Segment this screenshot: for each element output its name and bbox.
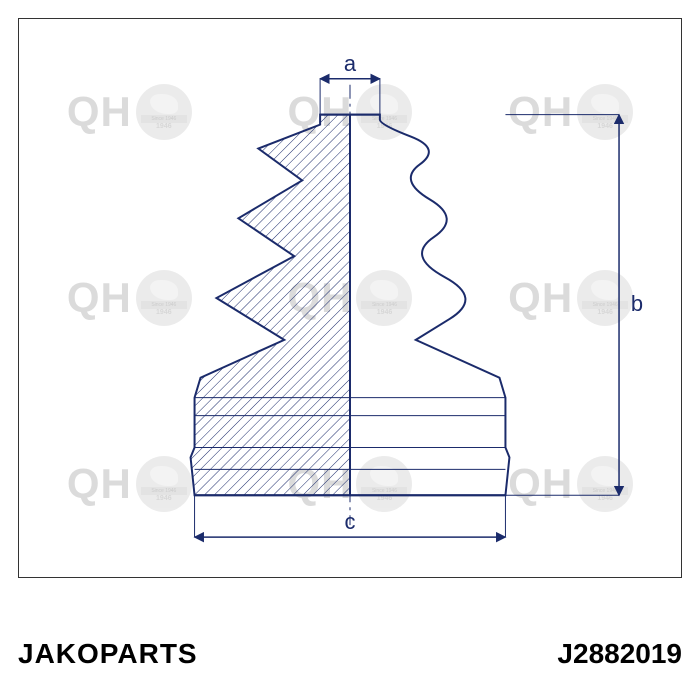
svg-text:c: c	[345, 509, 356, 534]
svg-text:a: a	[344, 51, 357, 76]
footer-labels: JAKOPARTS J2882019	[18, 638, 682, 670]
brand-label: JAKOPARTS	[18, 638, 198, 670]
diagram-frame: QH Since 1946 1946 QH Since 1946 1946	[18, 18, 682, 578]
part-number-label: J2882019	[557, 638, 682, 670]
svg-text:b: b	[631, 291, 643, 316]
cv-boot-diagram: a b c	[19, 19, 681, 577]
